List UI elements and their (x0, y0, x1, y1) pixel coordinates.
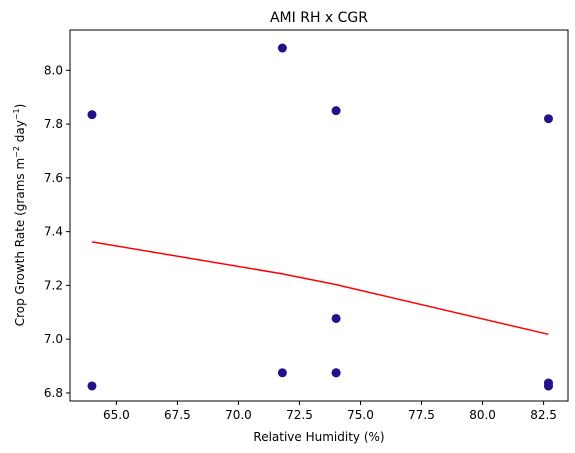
x-tick-label: 65.0 (103, 408, 130, 422)
y-axis-ticks: 6.8 7.0 7.2 7.4 7.6 7.8 8.0 (44, 63, 70, 400)
plot-frame (69, 29, 569, 402)
x-tick-label: 72.5 (286, 408, 313, 422)
y-tick-label: 7.4 (44, 225, 63, 239)
fit-line (91, 241, 549, 336)
x-tick-label: 80.0 (469, 408, 496, 422)
y-axis-label: Crop Growth Rate (grams m−2 day−1) (12, 104, 27, 327)
x-tick-label: 70.0 (225, 408, 252, 422)
scatter-point-1 (87, 381, 97, 391)
y-tick-label: 7.6 (44, 171, 63, 185)
x-tick-label: 82.5 (530, 408, 557, 422)
scatter-point-5 (331, 313, 341, 323)
y-tick-label: 8.0 (44, 63, 63, 77)
x-tick-label: 77.5 (408, 408, 435, 422)
x-tick-label: 67.5 (164, 408, 191, 422)
y-tick-label: 7.2 (44, 278, 63, 292)
plot-marks (87, 43, 553, 391)
y-tick-label: 7.0 (44, 332, 63, 346)
scatter-point-3 (277, 368, 287, 378)
x-tick-label: 75.0 (347, 408, 374, 422)
scatter-point-0 (87, 110, 97, 120)
scatter-point-7 (331, 368, 341, 378)
scatter-point-11 (543, 381, 553, 391)
scatter-point-8 (543, 114, 553, 124)
y-tick-label: 7.8 (44, 117, 63, 131)
x-axis-ticks: 65.0 67.5 70.0 72.5 75.0 77.5 80.0 82.5 (103, 401, 557, 422)
y-tick-label: 6.8 (44, 386, 63, 400)
x-axis-label: Relative Humidity (%) (253, 430, 384, 444)
scatter-point-2 (277, 43, 287, 53)
scatter-point-4 (331, 106, 341, 116)
chart-title: AMI RH x CGR (270, 10, 368, 26)
